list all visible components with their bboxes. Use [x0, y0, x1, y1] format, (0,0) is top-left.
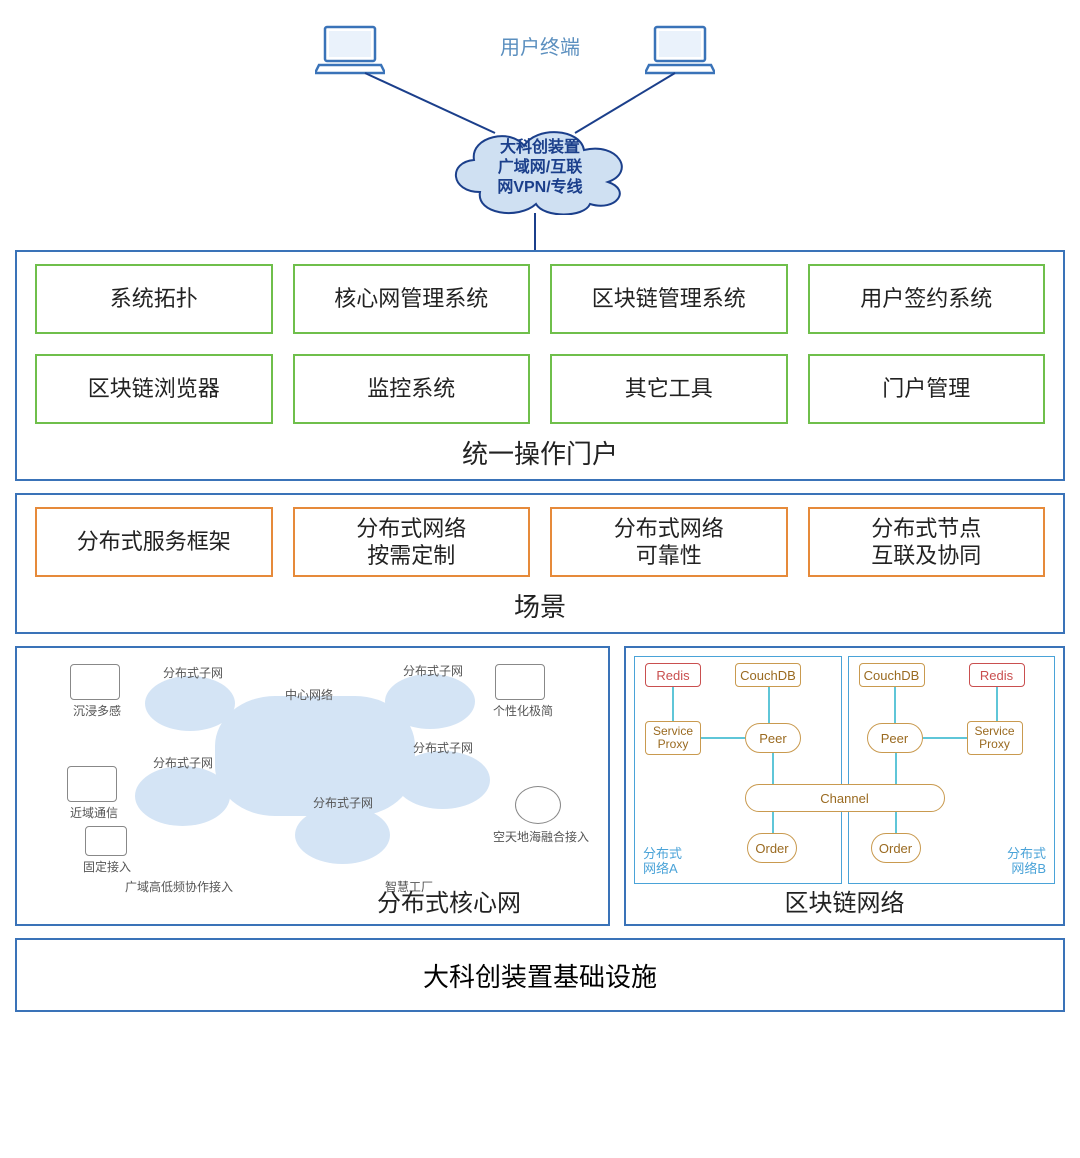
edge-label: 沉浸多感: [73, 702, 121, 719]
bc-network-a: Redis CouchDB Service Proxy Peer Order 分…: [634, 656, 842, 884]
dcn-subnet-label: 分布式子网: [153, 754, 213, 771]
bc-redis: Redis: [969, 663, 1025, 687]
bc-couchdb: CouchDB: [859, 663, 925, 687]
edge-icon: [85, 826, 127, 856]
infra-section: 大科创装置基础设施: [15, 938, 1065, 1012]
scenes-section: 分布式服务框架 分布式网络 按需定制 分布式网络 可靠性 分布式节点 互联及协同…: [15, 493, 1065, 634]
bc-order: Order: [747, 833, 797, 863]
bc-peer: Peer: [745, 723, 801, 753]
edge-icon: [495, 664, 545, 700]
blockchain-title: 区块链网络: [785, 883, 905, 918]
bc-service-proxy: Service Proxy: [645, 721, 701, 755]
bc-peer: Peer: [867, 723, 923, 753]
bc-redis: Redis: [645, 663, 701, 687]
scene-cell: 分布式网络 按需定制: [293, 507, 531, 577]
bc-order: Order: [871, 833, 921, 863]
portal-cell: 用户签约系统: [808, 264, 1046, 334]
dcn-panel: 中心网络 分布式子网 分布式子网 分布式子网 分布式子网 分布式子网 沉浸多感 …: [15, 646, 610, 926]
portal-cell: 区块链浏览器: [35, 354, 273, 424]
scene-cell: 分布式网络 可靠性: [550, 507, 788, 577]
portal-section: 系统拓扑 核心网管理系统 区块链管理系统 用户签约系统 区块链浏览器 监控系统 …: [15, 250, 1065, 481]
edge-label: 广域高低频协作接入: [125, 878, 233, 895]
scene-cell: 分布式服务框架: [35, 507, 273, 577]
edge-icon: [70, 664, 120, 700]
portal-cell: 监控系统: [293, 354, 531, 424]
edge-label: 近域通信: [70, 804, 118, 821]
bc-couchdb: CouchDB: [735, 663, 801, 687]
bottom-row: 中心网络 分布式子网 分布式子网 分布式子网 分布式子网 分布式子网 沉浸多感 …: [15, 646, 1065, 926]
cloud-icon: 大科创装置 广域网/互联 网VPN/专线: [440, 120, 640, 215]
portal-cell: 其它工具: [550, 354, 788, 424]
edge-label: 空天地海融合接入: [493, 828, 589, 845]
blockchain-panel: Redis CouchDB Service Proxy Peer Order 分…: [624, 646, 1065, 926]
bc-net-b-label: 分布式 网络B: [1007, 846, 1046, 877]
dcn-subnet-label: 分布式子网: [313, 794, 373, 811]
dcn-subnet-label: 分布式子网: [413, 739, 473, 756]
architecture-diagram: 用户终端 大科创装置 广域网/互联 网VPN/专线 系统拓扑 核心网管理系统 区…: [15, 15, 1065, 1012]
scene-cell: 分布式节点 互联及协同: [808, 507, 1046, 577]
dcn-center-label: 中心网络: [285, 686, 333, 703]
bc-channel: Channel: [745, 784, 945, 812]
top-area: 用户终端 大科创装置 广域网/互联 网VPN/专线: [15, 15, 1065, 250]
cloud-text: 大科创装置 广域网/互联 网VPN/专线: [470, 138, 610, 198]
portal-cell: 核心网管理系统: [293, 264, 531, 334]
edge-icon: [67, 766, 117, 802]
bc-service-proxy: Service Proxy: [967, 721, 1023, 755]
dcn-title: 分布式核心网: [377, 883, 521, 918]
dcn-illustration: 中心网络 分布式子网 分布式子网 分布式子网 分布式子网 分布式子网 沉浸多感 …: [25, 656, 600, 884]
edge-label: 个性化极简: [493, 702, 553, 719]
edge-icon: [515, 786, 561, 824]
infra-title: 大科创装置基础设施: [423, 957, 657, 994]
scenes-title: 场景: [35, 587, 1045, 624]
dcn-subnet-label: 分布式子网: [163, 664, 223, 681]
portal-cell: 区块链管理系统: [550, 264, 788, 334]
bc-net-a-label: 分布式 网络A: [643, 846, 682, 877]
bc-network-b: CouchDB Redis Peer Service Proxy Order 分…: [848, 656, 1056, 884]
portal-cell: 门户管理: [808, 354, 1046, 424]
portal-cell: 系统拓扑: [35, 264, 273, 334]
edge-label: 固定接入: [83, 858, 131, 875]
portal-title: 统一操作门户: [35, 434, 1045, 471]
dcn-subnet-label: 分布式子网: [403, 662, 463, 679]
